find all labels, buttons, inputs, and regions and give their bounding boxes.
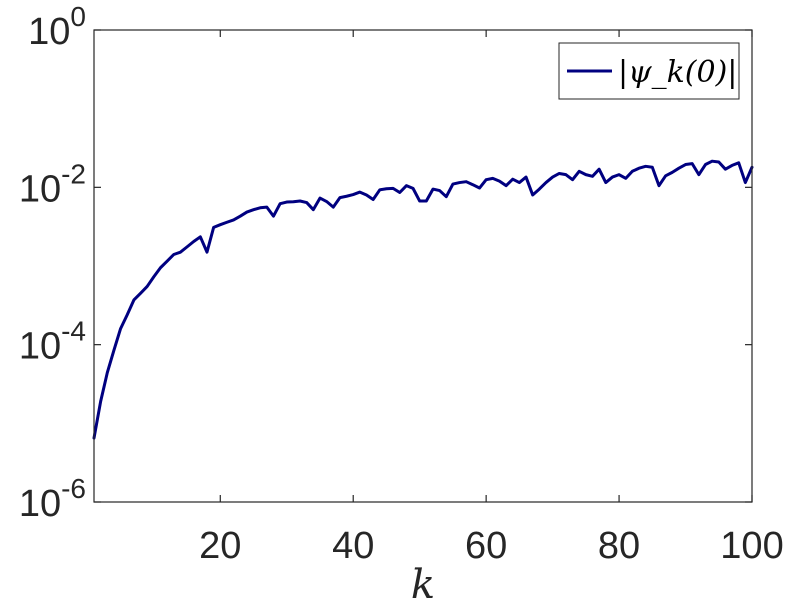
legend-entry-label: |ψ_k(0)| [618, 55, 737, 90]
x-tick-label: 100 [720, 525, 783, 567]
legend: |ψ_k(0)| [558, 42, 740, 100]
y-tick-label: 10-4 [19, 316, 86, 368]
y-tick-label: 10-6 [19, 473, 86, 525]
x-axis-label: k [411, 562, 435, 608]
series-layer [92, 159, 754, 440]
plot-frame [93, 29, 753, 503]
x-tick-label: 20 [199, 525, 241, 567]
x-tick-label: 40 [332, 525, 374, 567]
tick-labels: 20 40 60 80 100 10-6 10-4 10-2 100 [19, 1, 784, 567]
series-line-0 [92, 159, 754, 440]
x-tick-label: 80 [598, 525, 640, 567]
plot-area [94, 30, 752, 502]
y-tick-label: 100 [28, 1, 86, 53]
x-tick-label: 60 [465, 525, 507, 567]
y-tick-label: 10-2 [19, 158, 86, 210]
